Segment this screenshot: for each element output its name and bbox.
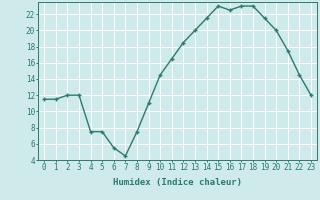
X-axis label: Humidex (Indice chaleur): Humidex (Indice chaleur) — [113, 178, 242, 187]
